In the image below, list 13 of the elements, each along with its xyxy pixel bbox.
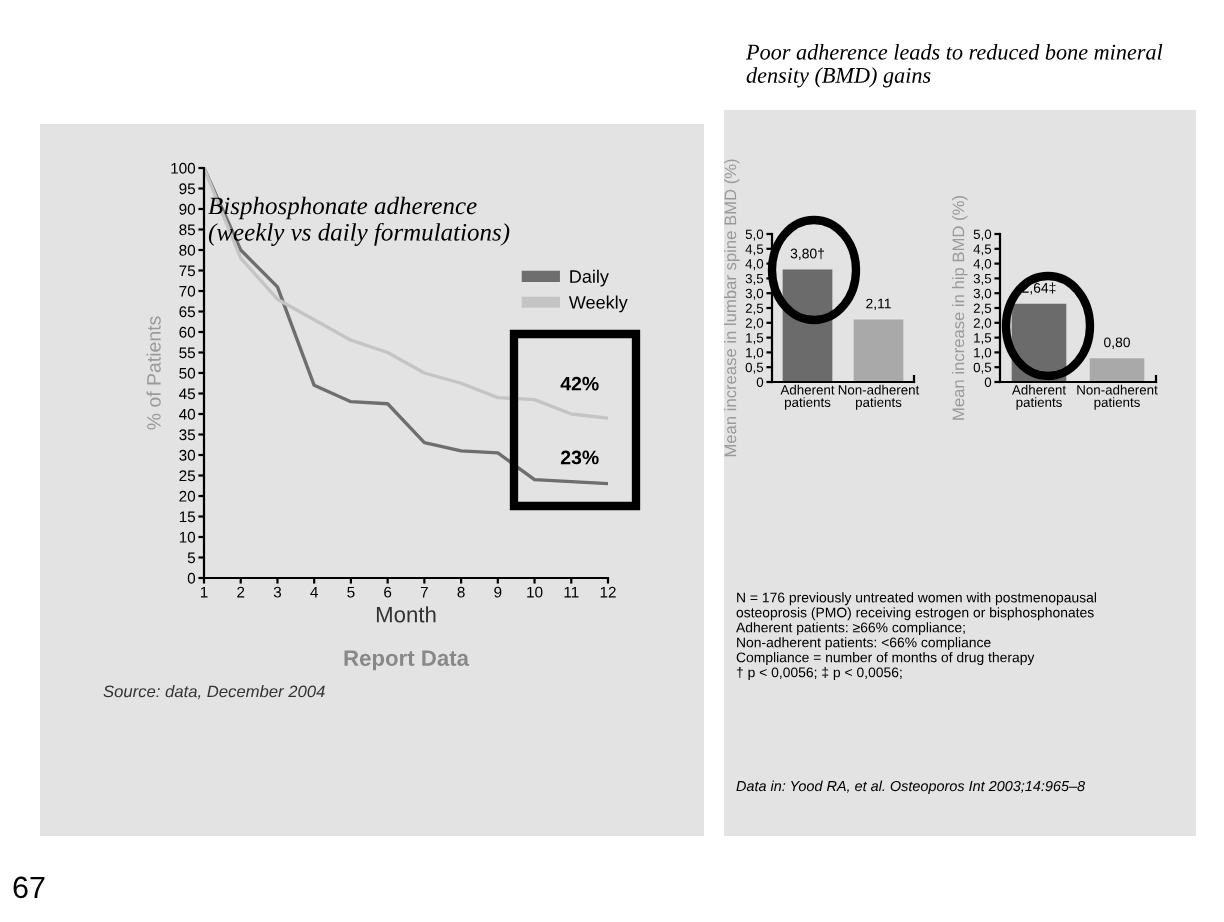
y-axis-title: Mean increase in lumbar spine BMD (%) (724, 159, 740, 457)
text: Bisphosphonate adherence (weekly vs daily formulations) (208, 196, 510, 246)
annotation: 42% (560, 376, 599, 391)
annotation: 23% (560, 450, 599, 465)
y-axis-title: Mean increase in hip BMD (%) (952, 196, 968, 420)
x-axis-title: Month (376, 606, 436, 623)
y-axis-title: % of Patients (146, 316, 161, 430)
legend-label: Weekly (568, 295, 628, 313)
source-note: Source: data, December 2004 (103, 685, 325, 700)
text: 67 (13, 876, 45, 899)
text: Report Data (344, 650, 470, 671)
chart-title: Poor adherence leads to reduced bone mineral density (BMD) gains (745, 44, 1163, 88)
legend-label: Daily (570, 269, 609, 287)
